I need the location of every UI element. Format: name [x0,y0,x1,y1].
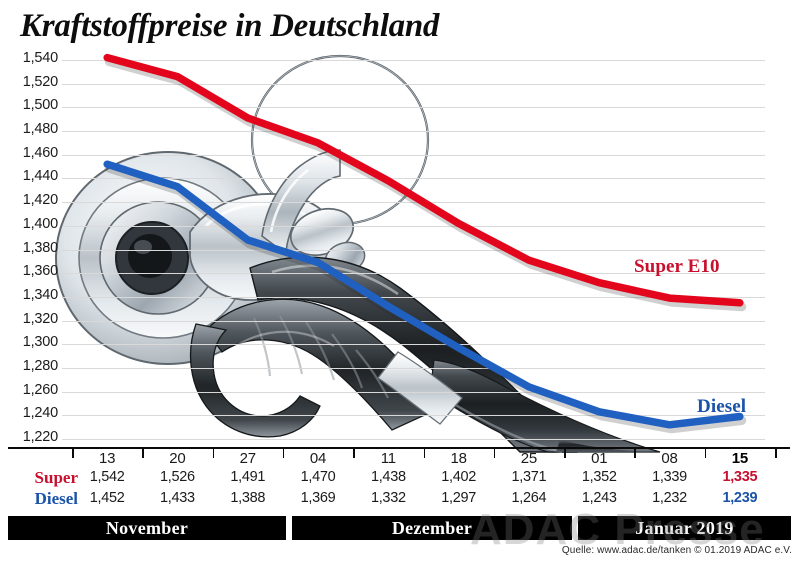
x-axis-tick-label: 20 [169,450,186,467]
y-axis-tick-label: 1,340 [22,286,58,303]
series-label-diesel: Diesel [697,396,747,417]
table-cell: 1,352 [581,469,617,485]
x-axis-tick [282,449,285,458]
table-cell: 1,243 [581,490,617,506]
gridline [62,225,765,227]
y-axis-tick-label: 1,480 [22,121,58,138]
x-axis-tick [775,449,777,458]
x-axis-tick [704,449,707,458]
month-bar: November [8,516,286,540]
table-cell: 1,332 [370,490,406,506]
gridline [62,60,765,61]
y-axis-tick-label: 1,540 [22,50,58,66]
table-cell: 1,232 [652,490,687,506]
gridline [62,131,765,133]
x-axis-tick [142,449,144,458]
gridline [62,320,765,322]
table-row-label-diesel: Diesel [34,489,78,508]
series-label-super-e10: Super E10 [634,256,720,277]
y-axis-tick-label: 1,500 [22,97,58,114]
x-axis-tick-label: 25 [520,450,538,467]
x-axis-tick-label: 04 [309,450,327,467]
table-cell: 1,339 [652,469,687,485]
y-axis-tick-label: 1,360 [22,263,58,280]
table-cell: 1,371 [511,469,547,485]
table-cell: 1,438 [370,469,406,485]
table-cell: 1,388 [230,490,266,506]
x-axis-tick [423,449,425,458]
x-axis-tick [212,449,215,458]
page-title: Kraftstoffpreise in Deutschland [20,8,440,44]
table-cell: 1,526 [160,469,195,485]
x-axis-tick-label: 15 [731,450,748,467]
month-bar: Dezember [292,516,572,540]
x-axis-tick [72,449,74,458]
series-line-diesel [103,160,744,429]
x-axis-tick [564,449,566,458]
y-axis-tick-label: 1,300 [22,334,58,351]
y-axis-tick-label: 1,220 [22,429,58,445]
y-axis-tick-label: 1,520 [22,73,58,90]
y-axis-tick-label: 1,280 [22,357,58,374]
table-row-label-super: Super [34,468,78,487]
x-axis-tick-label: 11 [380,450,396,467]
series-line-shadow [104,163,747,434]
table-cell: 1,335 [722,469,758,485]
table-cell: 1,452 [89,490,125,506]
x-axis-line [8,447,790,449]
gridline [62,415,765,417]
table-cell: 1,433 [160,490,195,506]
y-axis-tick-label: 1,380 [22,239,58,256]
y-axis-tick-label: 1,460 [22,144,58,161]
gridline [62,296,765,298]
table-cell: 1,542 [89,469,125,485]
table-cell: 1,297 [441,490,477,506]
y-axis-tick-label: 1,240 [22,405,58,422]
x-axis-tick-label: 01 [591,450,608,467]
gridline [62,83,765,85]
gridline [62,344,765,346]
y-axis-tick-label: 1,420 [22,192,58,209]
table-cell: 1,470 [300,469,336,485]
x-axis-tick-label: 08 [661,450,678,467]
month-bar: Januar 2019 [578,516,791,540]
gridline [62,391,765,393]
gridline [62,202,765,204]
x-axis-tick-label: 13 [98,450,116,467]
table-cell: 1,369 [300,490,336,506]
y-axis-tick-label: 1,320 [22,310,58,327]
x-axis-tick [634,449,636,458]
gridline [62,367,765,369]
gridline [62,154,765,156]
x-axis-tick-label: 27 [239,450,256,467]
gridline [62,107,765,109]
table-cell: 1,239 [722,490,758,506]
gridline [62,439,765,440]
gridline [62,249,765,251]
source-note: Quelle: www.adac.de/tanken © 01.2019 ADA… [561,545,792,556]
table-cell: 1,264 [511,490,547,506]
x-axis-tick-label: 18 [450,450,467,467]
x-axis-tick [493,449,496,458]
x-axis-tick [353,449,355,458]
table-cell: 1,402 [441,469,477,485]
gridline [62,178,765,180]
y-axis-tick-label: 1,440 [22,168,58,185]
y-axis-tick-label: 1,260 [22,381,58,398]
table-cell: 1,491 [230,469,266,485]
y-axis-tick-label: 1,400 [22,215,58,232]
